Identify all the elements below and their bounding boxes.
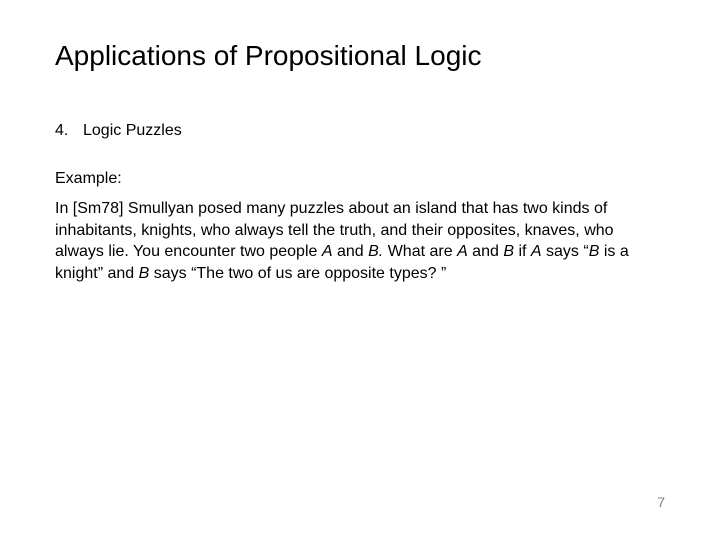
var-b: B. [368,243,383,260]
body-segment: What are [383,243,457,260]
body-segment: says “ [542,243,589,260]
body-segment: and [333,243,369,260]
body-segment: says “The two of us are opposite types? … [149,265,446,282]
var-a: A [322,243,333,260]
var-a: A [457,243,468,260]
var-b: B [139,265,150,282]
var-a: A [531,243,542,260]
slide-title: Applications of Propositional Logic [55,40,665,72]
body-segment: if [518,243,530,260]
list-number: 4. [55,122,83,140]
example-label: Example: [55,170,665,188]
var-b: B [503,243,518,260]
page-number: 7 [657,494,665,510]
list-label: Logic Puzzles [83,122,665,140]
body-text: In [Sm78] Smullyan posed many puzzles ab… [55,198,665,284]
body-segment: and [468,243,504,260]
list-item: 4. Logic Puzzles [55,122,665,140]
var-b: B [589,243,600,260]
